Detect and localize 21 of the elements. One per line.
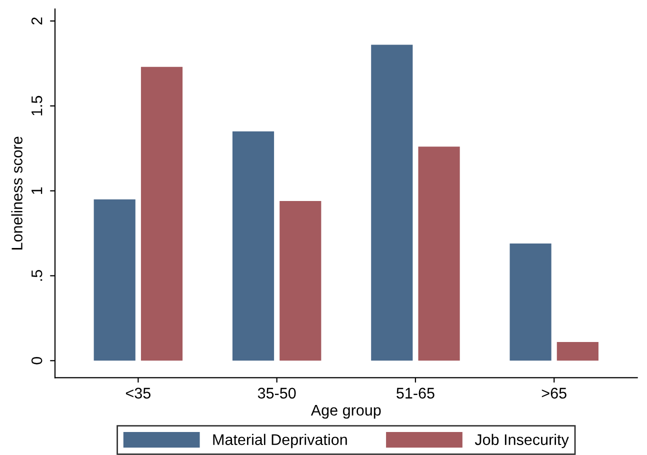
x-axis-title: Age group bbox=[310, 404, 381, 419]
bar bbox=[94, 199, 136, 361]
bar bbox=[280, 201, 322, 361]
x-tick-label: <35 bbox=[126, 388, 150, 399]
y-tick-label: 1.5 bbox=[32, 96, 42, 116]
y-tick-label: 2 bbox=[31, 18, 42, 24]
y-axis-title: Loneliness score bbox=[11, 136, 22, 250]
bar bbox=[232, 131, 274, 361]
x-tick-label: >65 bbox=[542, 388, 566, 399]
bar bbox=[556, 342, 598, 361]
x-tick-label: 35-50 bbox=[258, 388, 296, 399]
y-tick-label: 0 bbox=[31, 357, 42, 364]
y-tick-label: .5 bbox=[32, 270, 42, 281]
bar bbox=[371, 44, 413, 361]
legend-label: Material Deprivation bbox=[213, 434, 347, 448]
x-tick-label: 51-65 bbox=[396, 388, 434, 399]
legend-label: Job Insecurity bbox=[474, 434, 569, 448]
bar bbox=[418, 146, 460, 361]
bar bbox=[510, 243, 552, 361]
y-tick-label: 1 bbox=[32, 187, 42, 194]
bar bbox=[140, 66, 183, 361]
